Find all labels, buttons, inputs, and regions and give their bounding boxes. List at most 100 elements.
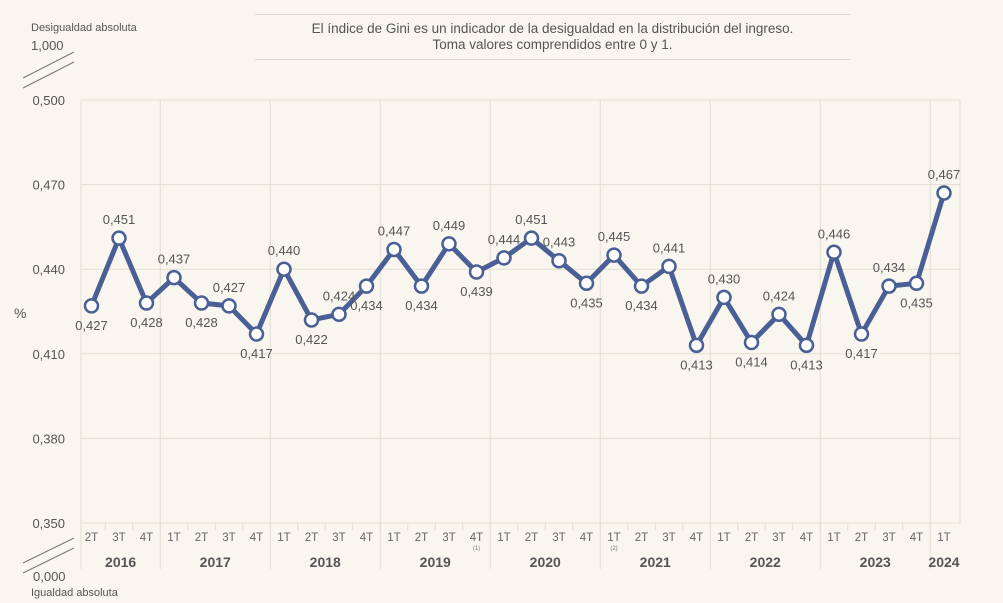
- chart-note: El índice de Gini es un indicador de la …: [255, 14, 850, 60]
- y-tick-label: 0,350: [32, 516, 65, 531]
- quarter-label: 3T: [772, 532, 785, 544]
- data-label: 0,413: [790, 357, 823, 372]
- data-point: [358, 278, 375, 294]
- data-label: 0,437: [158, 252, 191, 267]
- data-point: [578, 275, 595, 292]
- quarter-label: 1T: [937, 532, 950, 544]
- quarter-label: 1T: [717, 532, 730, 544]
- year-label: 2018: [310, 554, 341, 570]
- y-tick-label: 0,470: [32, 178, 65, 193]
- quarter-label: 3T: [222, 532, 235, 544]
- data-point: [551, 252, 567, 269]
- data-label: 0,449: [433, 218, 466, 233]
- quarter-label: 2T: [635, 532, 648, 544]
- quarter-label: 4T: [690, 532, 703, 544]
- data-point: [688, 337, 705, 354]
- top-scale-label: Desigualdad absoluta: [31, 22, 137, 34]
- data-label: 0,451: [103, 212, 136, 227]
- bottom-scale-break-icon: [22, 537, 75, 574]
- data-point: [606, 247, 622, 263]
- quarter-label: 3T: [552, 532, 565, 544]
- quarter-label: 2T: [745, 532, 758, 544]
- quarter-label: 4T: [470, 532, 483, 544]
- data-label: 0,422: [295, 332, 328, 347]
- data-point: [826, 244, 842, 261]
- data-point: [386, 241, 402, 258]
- quarter-label: 3T: [112, 532, 125, 544]
- year-label: 2024: [928, 554, 959, 570]
- data-point: [881, 278, 897, 294]
- data-label: 0,434: [405, 298, 438, 313]
- data-point: [441, 236, 457, 252]
- data-label: 0,434: [625, 298, 658, 313]
- data-label: 0,445: [598, 229, 631, 244]
- data-point: [798, 337, 815, 354]
- y-tick-label: 0,380: [32, 431, 65, 446]
- quarter-label: 4T: [360, 532, 373, 544]
- data-label: 0,430: [708, 271, 741, 286]
- quarter-label: 2T: [305, 532, 318, 544]
- data-point: [468, 264, 485, 280]
- quarter-label: 4T: [800, 532, 813, 544]
- data-label: 0,441: [653, 240, 686, 255]
- quarter-label: 4T: [910, 532, 923, 544]
- quarter-label: 4T: [140, 532, 153, 544]
- y-tick-label: 0,410: [32, 347, 65, 362]
- quarter-label: 3T: [662, 532, 675, 544]
- quarter-footnote: (1): [473, 546, 480, 552]
- y-axis-label: %: [14, 305, 26, 321]
- quarter-label: 3T: [882, 532, 895, 544]
- year-label: 2016: [105, 554, 136, 570]
- y-tick-label: 0,500: [32, 93, 65, 108]
- data-label: 0,439: [460, 284, 493, 299]
- data-point: [633, 278, 650, 294]
- quarter-label: 1T: [607, 532, 620, 544]
- data-label: 0,424: [763, 288, 796, 303]
- data-point: [413, 278, 430, 294]
- year-label: 2022: [750, 554, 781, 570]
- quarter-label: 1T: [167, 532, 180, 544]
- data-point: [331, 306, 347, 323]
- data-label: 0,434: [350, 298, 383, 313]
- data-label: 0,440: [268, 243, 301, 258]
- data-label: 0,413: [680, 357, 713, 372]
- data-point: [936, 185, 952, 201]
- data-point: [303, 312, 320, 328]
- data-point: [166, 269, 182, 286]
- quarter-label: 3T: [442, 532, 455, 544]
- quarter-footnote: (2): [610, 546, 617, 552]
- quarter-label: 2T: [415, 532, 428, 544]
- quarter-label: 2T: [525, 532, 538, 544]
- data-point: [276, 261, 292, 277]
- data-point: [248, 326, 265, 342]
- data-point: [743, 334, 760, 351]
- data-label: 0,451: [515, 212, 548, 227]
- quarter-label: 3T: [332, 532, 345, 544]
- data-label: 0,434: [873, 260, 906, 275]
- data-label: 0,444: [488, 232, 521, 247]
- data-label: 0,428: [185, 315, 218, 330]
- data-point: [221, 298, 237, 314]
- bottom-scale-value: 0,000: [33, 569, 66, 584]
- data-label: 0,435: [570, 295, 603, 310]
- data-label: 0,424: [323, 288, 356, 303]
- top-scale-break-icon: [22, 51, 75, 89]
- quarter-label: 1T: [827, 532, 840, 544]
- year-label: 2017: [200, 554, 231, 570]
- year-label: 2019: [420, 554, 451, 570]
- data-label: 0,417: [240, 346, 273, 361]
- year-label: 2020: [530, 554, 561, 570]
- quarter-label: 2T: [195, 532, 208, 544]
- quarter-label: 1T: [387, 532, 400, 544]
- quarter-label: 4T: [250, 532, 263, 544]
- quarter-label: 1T: [497, 532, 510, 544]
- data-point: [661, 258, 677, 275]
- quarter-label: 4T: [580, 532, 593, 544]
- data-point: [716, 289, 732, 306]
- data-point: [908, 275, 925, 292]
- data-label: 0,447: [378, 223, 411, 238]
- data-point: [193, 295, 210, 311]
- bottom-scale-label: Igualdad absoluta: [31, 587, 118, 599]
- data-label: 0,428: [130, 315, 163, 330]
